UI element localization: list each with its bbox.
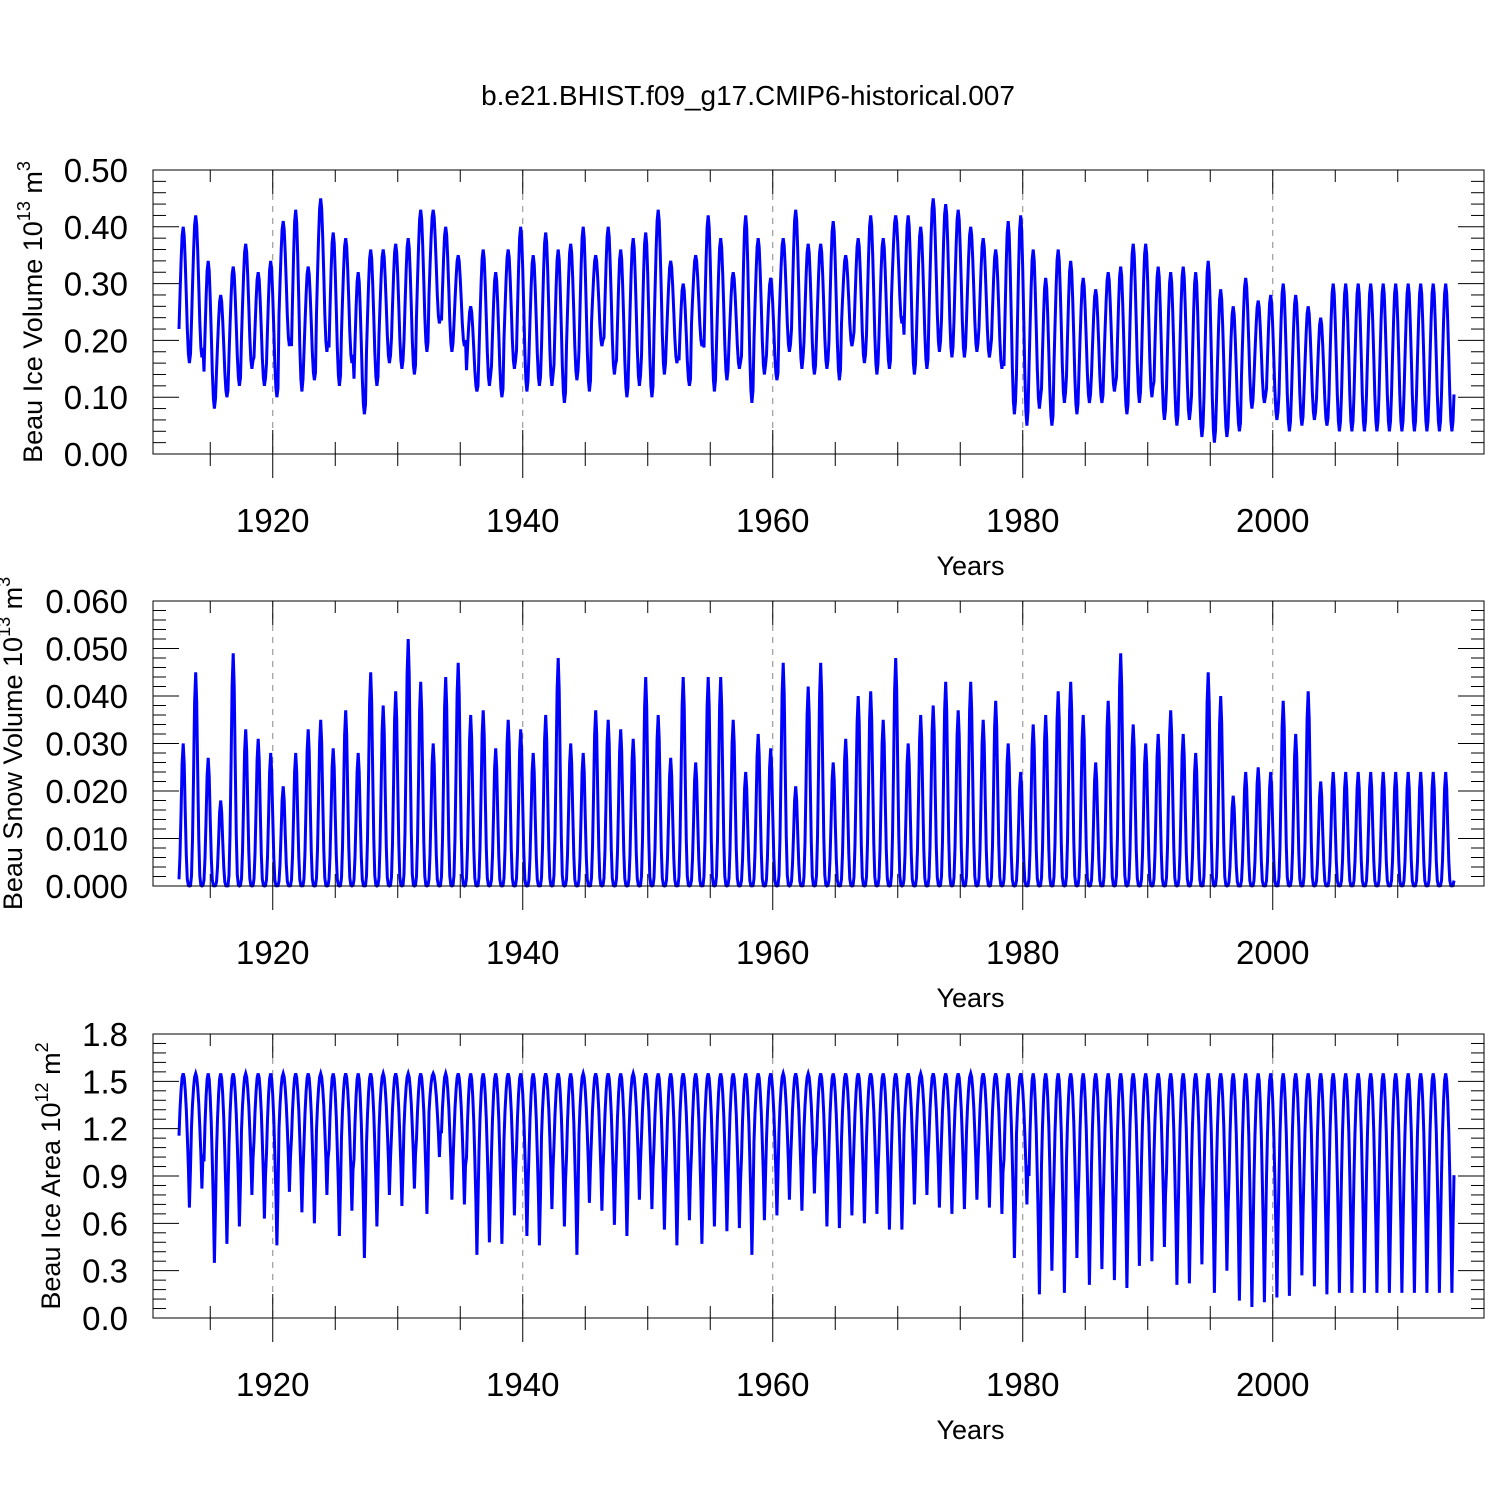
y-axis-title-unit: m [36,1052,66,1082]
plot-frame [152,169,1485,455]
y-tick-label: 0.50 [64,152,128,189]
y-tick-label: 0.0 [82,1300,128,1337]
y-tick-label: 1.2 [82,1111,128,1148]
x-tick-label: 1960 [736,934,809,971]
x-tick-label: 1980 [986,502,1059,539]
x-tick-label: 1920 [236,934,309,971]
y-tick-label: 0.9 [82,1158,128,1195]
x-tick-label: 1960 [736,1366,809,1403]
x-axis-title: Years [936,1415,1004,1445]
x-tick-label: 2000 [1236,1366,1309,1403]
panel-snow-volume: 0.000 0.010 0.020 0.030 0.040 0.050 0.060 1920 1… [0,577,1485,1013]
y-tick-label: 1.8 [82,1016,128,1053]
panel-ice-area: 0.0 0.3 0.6 0.9 1.2 1.5 1.8 1920 1940 1960 1980 200… [32,1016,1485,1445]
y-tick-label: 0.10 [64,379,128,416]
y-axis-title: Beau Ice Volume 1013 m3 [14,161,48,463]
y-tick-label: 0.010 [45,821,128,858]
x-tick-label: 1920 [236,502,309,539]
x-axis-title: Years [936,551,1004,581]
y-axis-title-main: Beau Snow Volume 10 [0,637,28,910]
y-tick-label: 0.20 [64,322,128,359]
y-axis-title-main: Beau Ice Area 10 [36,1102,66,1309]
y-tick-label: 0.030 [45,726,128,763]
y-axis-title-unit-exp: 3 [14,161,34,171]
y-tick-label: 0.050 [45,631,128,668]
y-axis-title: Beau Snow Volume 1013 m3 [0,577,28,910]
y-axis-title-exp: 13 [14,201,34,221]
y-tick-label: 0.020 [45,773,128,810]
y-axis-title: Beau Ice Area 1012 m2 [32,1042,66,1309]
y-tick-label: 0.000 [45,868,128,905]
series-line [177,638,1456,888]
series-line [177,198,1456,443]
x-tick-label: 1980 [986,1366,1059,1403]
x-tick-label: 1940 [486,934,559,971]
x-tick-label: 1920 [236,1366,309,1403]
figure-title: b.e21.BHIST.f09_g17.CMIP6-historical.007 [481,80,1015,111]
y-tick-label: 0.00 [64,436,128,473]
y-tick-label: 1.5 [82,1063,128,1100]
y-axis-title-unit: m [0,587,28,617]
y-axis-title-unit-exp: 3 [0,577,14,587]
x-tick-label: 2000 [1236,502,1309,539]
x-tick-label: 1960 [736,502,809,539]
panel-ice-volume: 0.00 0.10 0.20 0.30 0.40 0.50 1920 1940 1960 1980… [14,152,1485,581]
x-tick-label: 1940 [486,1366,559,1403]
x-tick-label: 2000 [1236,934,1309,971]
y-axis-title-unit-exp: 2 [32,1042,52,1052]
x-tick-label: 1980 [986,934,1059,971]
y-tick-label: 0.6 [82,1205,128,1242]
y-tick-label: 0.060 [45,583,128,620]
x-tick-label: 1940 [486,502,559,539]
y-tick-label: 0.40 [64,209,128,246]
y-tick-label: 0.040 [45,678,128,715]
series-line [177,1067,1456,1308]
y-axis-title-exp: 13 [0,617,14,637]
y-axis-title-unit: m [18,171,48,201]
y-tick-label: 0.3 [82,1253,128,1290]
y-axis-title-main: Beau Ice Volume 10 [18,221,48,463]
y-tick-label: 0.30 [64,266,128,303]
x-axis-title: Years [936,983,1004,1013]
y-axis-title-exp: 12 [32,1082,52,1102]
